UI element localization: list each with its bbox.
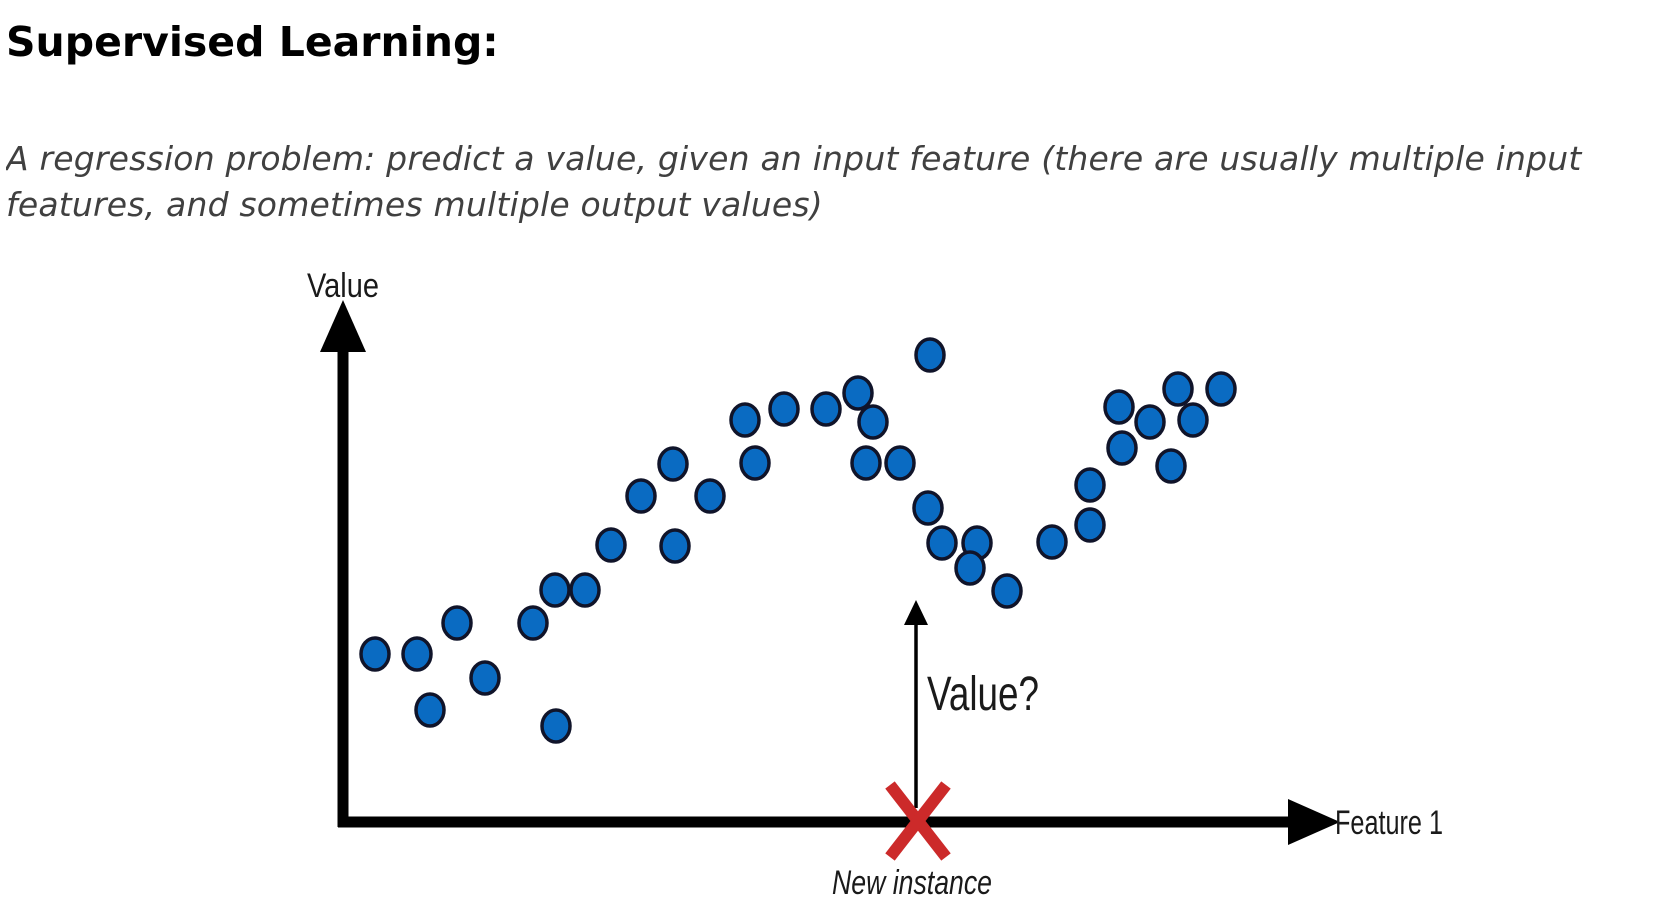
data-point	[739, 445, 771, 481]
data-point	[359, 636, 391, 672]
x-axis-arrowhead	[1288, 799, 1340, 845]
data-point	[659, 528, 691, 564]
page-title: Supervised Learning:	[6, 18, 499, 66]
data-point	[1103, 389, 1135, 425]
data-point	[1162, 371, 1194, 407]
data-point	[729, 402, 761, 438]
data-point	[517, 605, 549, 641]
data-point	[625, 478, 657, 514]
data-point	[1205, 371, 1237, 407]
y-axis-arrowhead	[320, 300, 366, 352]
data-point	[884, 445, 916, 481]
data-point	[850, 445, 882, 481]
axes	[320, 300, 1340, 845]
data-point	[694, 478, 726, 514]
x-axis-label: Feature 1	[1335, 804, 1443, 842]
data-point	[991, 573, 1023, 609]
data-point	[469, 660, 501, 696]
data-point	[1074, 507, 1106, 543]
data-point	[1036, 524, 1068, 560]
data-point	[768, 391, 800, 427]
data-point	[569, 572, 601, 608]
data-points	[359, 337, 1237, 744]
instance-label: New instance	[832, 864, 992, 902]
data-point	[441, 605, 473, 641]
data-point	[1134, 404, 1166, 440]
data-point	[540, 708, 572, 744]
data-point	[954, 550, 986, 586]
data-point	[857, 404, 889, 440]
data-point	[1155, 448, 1187, 484]
data-point	[657, 446, 689, 482]
data-point	[1177, 402, 1209, 438]
data-point	[842, 375, 874, 411]
query-label: Value?	[927, 668, 1039, 721]
data-point	[1074, 467, 1106, 503]
page-subtitle: A regression problem: predict a value, g…	[6, 139, 1582, 224]
data-point	[401, 636, 433, 672]
data-point	[912, 490, 944, 526]
data-point	[1106, 430, 1138, 466]
y-axis-label: Value	[307, 267, 379, 305]
new-instance-marker	[885, 781, 951, 861]
data-point	[414, 692, 446, 728]
query-arrow	[904, 600, 928, 808]
query-arrowhead	[904, 600, 928, 625]
data-point	[539, 572, 571, 608]
data-point	[810, 391, 842, 427]
data-point	[926, 525, 958, 561]
data-point	[914, 337, 946, 373]
data-point	[595, 527, 627, 563]
